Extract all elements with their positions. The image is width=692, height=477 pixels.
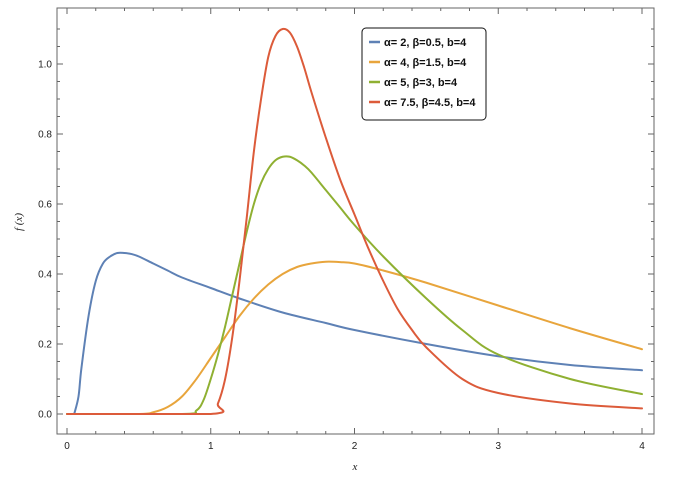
- x-tick-label: 2: [352, 441, 358, 452]
- y-axis-label: f (x): [13, 213, 25, 231]
- legend-box: [361, 27, 487, 121]
- series-curves: [66, 27, 643, 416]
- x-tick-label: 4: [639, 441, 645, 452]
- legend: α= 2, β=0.5, b=4 α= 4, β=1.5, b=4 α= 5, β=…: [361, 27, 487, 121]
- series-line-3: [66, 155, 643, 415]
- series-line-2: [66, 260, 643, 415]
- legend-label-3: α= 5, β=3, b=4: [384, 77, 458, 89]
- legend-label-1: α= 2, β=0.5, b=4: [384, 37, 467, 49]
- tick-labels: 0 1 2 3 4 0.0 0.2 0.4 0.6 0.8 1.0: [38, 60, 645, 453]
- legend-label-2: α= 4, β=1.5, b=4: [384, 57, 467, 69]
- y-tick-label: 1.0: [38, 60, 52, 71]
- y-tick-label: 0.2: [38, 340, 52, 351]
- y-tick-label: 0.0: [38, 410, 52, 421]
- x-tick-label: 1: [208, 441, 214, 452]
- x-tick-label: 0: [64, 441, 70, 452]
- series-line-1: [73, 251, 643, 415]
- legend-label-4: α= 7.5, β=4.5, b=4: [384, 97, 476, 109]
- y-tick-label: 0.4: [38, 270, 52, 281]
- plot-frame: [56, 7, 655, 435]
- y-tick-label: 0.6: [38, 200, 52, 211]
- y-tick-label: 0.8: [38, 130, 52, 141]
- tick-marks: [57, 8, 654, 434]
- x-axis-label: x: [352, 461, 358, 473]
- x-tick-label: 3: [495, 441, 501, 452]
- series-line-4: [66, 27, 643, 416]
